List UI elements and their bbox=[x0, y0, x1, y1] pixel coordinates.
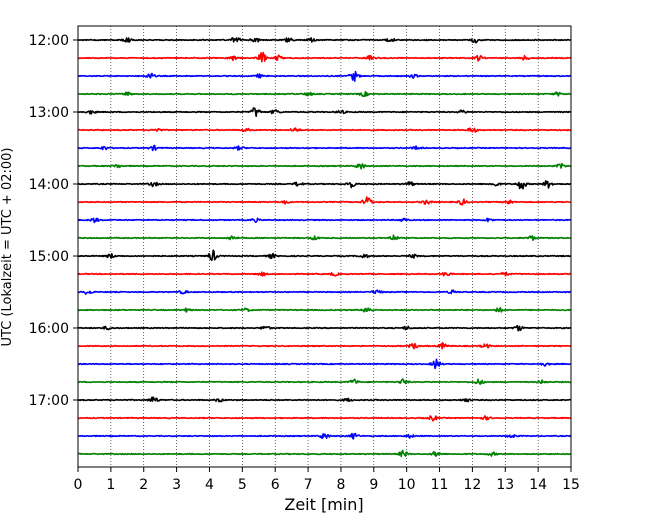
y-axis-label: UTC (Lokalzeit = UTC + 02:00) bbox=[0, 148, 15, 347]
plot-frame bbox=[77, 25, 572, 468]
x-tick-label: 0 bbox=[74, 477, 83, 493]
seismogram-trace bbox=[77, 342, 572, 350]
x-tick-label: 12 bbox=[463, 477, 481, 493]
seismogram-trace bbox=[77, 217, 572, 224]
seismogram-traces bbox=[77, 37, 572, 458]
seismogram-trace bbox=[77, 358, 572, 370]
seismogram-trace bbox=[77, 249, 572, 262]
seismogram-trace bbox=[77, 107, 572, 118]
y-tick-label: 17:00 bbox=[29, 393, 69, 409]
seismogram-trace bbox=[77, 324, 572, 332]
x-axis-ticks: 0 1 2 3 4 5 6 7 8 9 10 11 12 13 14 15 bbox=[74, 467, 580, 493]
y-tick-label: 12:00 bbox=[29, 33, 69, 49]
x-tick-label: 5 bbox=[238, 477, 247, 493]
seismogram-trace bbox=[77, 415, 572, 422]
x-tick-label: 8 bbox=[336, 477, 345, 493]
x-tick-label: 4 bbox=[205, 477, 214, 493]
x-tick-label: 1 bbox=[106, 477, 115, 493]
x-tick-label: 15 bbox=[562, 477, 580, 493]
seismogram-trace bbox=[77, 51, 572, 63]
seismogram-trace bbox=[77, 70, 572, 82]
seismogram-trace bbox=[77, 432, 572, 440]
y-tick-label: 14:00 bbox=[29, 177, 69, 193]
seismogram-trace bbox=[77, 180, 572, 190]
y-tick-label: 13:00 bbox=[29, 105, 69, 121]
x-tick-label: 3 bbox=[172, 477, 181, 493]
x-tick-label: 13 bbox=[496, 477, 514, 493]
seismogram-trace bbox=[77, 90, 572, 98]
seismogram-trace bbox=[77, 127, 572, 133]
seismogram-trace bbox=[77, 307, 572, 313]
y-tick-label: 16:00 bbox=[29, 321, 69, 337]
seismogram-trace bbox=[77, 378, 572, 386]
seismogram-trace bbox=[77, 396, 572, 403]
seismogram-trace bbox=[77, 271, 572, 277]
x-axis-label: Zeit [min] bbox=[284, 495, 363, 514]
seismogram-trace bbox=[77, 144, 572, 152]
seismogram-trace bbox=[77, 196, 572, 206]
seismogram-trace bbox=[77, 449, 572, 458]
seismogram-trace bbox=[77, 289, 572, 295]
x-tick-label: 9 bbox=[369, 477, 378, 493]
y-axis-ticks: 12:00 13:00 14:00 15:00 16:00 17:00 bbox=[29, 33, 78, 409]
x-tick-label: 11 bbox=[431, 477, 449, 493]
x-tick-label: 7 bbox=[304, 477, 313, 493]
x-tick-label: 2 bbox=[139, 477, 148, 493]
x-tick-label: 14 bbox=[529, 477, 547, 493]
seismogram-trace bbox=[77, 234, 572, 242]
y-tick-label: 15:00 bbox=[29, 249, 69, 265]
x-tick-label: 6 bbox=[271, 477, 280, 493]
seismogram-trace bbox=[77, 37, 572, 44]
x-tick-label: 10 bbox=[398, 477, 416, 493]
seismogram-trace bbox=[77, 162, 572, 170]
